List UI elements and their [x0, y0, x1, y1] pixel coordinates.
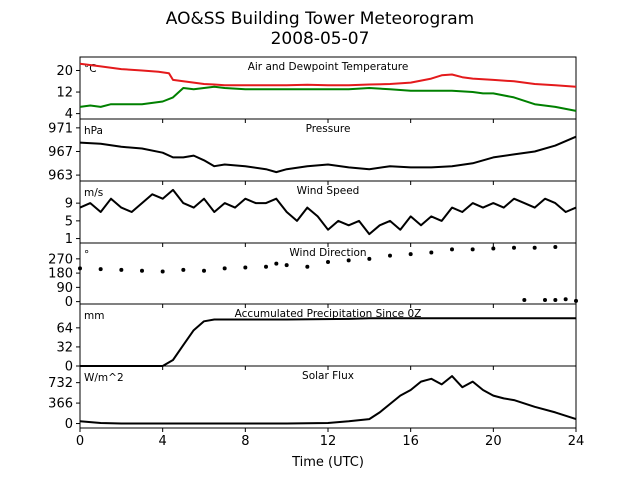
wind-direction-point — [181, 267, 186, 272]
wind-direction-point — [543, 298, 547, 303]
x-tick-label: 24 — [568, 434, 585, 449]
precipitation-panel-title: Accumulated Precipitation Since 0Z — [235, 308, 422, 320]
wind-direction-point — [160, 269, 165, 274]
solar-flux-y-tick-label: 366 — [48, 397, 73, 412]
wind-direction-point — [574, 298, 578, 303]
solar-flux-y-tick-label: 732 — [48, 376, 73, 391]
wind-direction-point — [429, 250, 434, 255]
precipitation-y-tick-label: 32 — [56, 340, 73, 355]
figure-subtitle: 2008-05-07 — [270, 29, 370, 49]
x-tick-label: 4 — [159, 434, 167, 449]
wind-direction-point — [388, 253, 392, 258]
wind-direction-point — [326, 260, 330, 265]
pressure-y-tick-label: 971 — [48, 121, 73, 136]
wind-direction-point — [553, 244, 558, 249]
temperature-y-tick-label: 12 — [56, 86, 73, 101]
wind-direction-point — [119, 267, 124, 272]
wind-speed-panel-title: Wind Speed — [297, 185, 360, 197]
x-tick-label: 8 — [241, 434, 249, 449]
wind-direction-point — [243, 265, 248, 270]
wind-direction-point — [202, 268, 206, 273]
temperature-series-line — [79, 62, 577, 88]
wind-direction-point — [140, 268, 144, 273]
pressure-unit-label: hPa — [84, 125, 103, 137]
wind-direction-y-tick-label: 180 — [48, 267, 73, 282]
wind-direction-point — [512, 245, 516, 250]
pressure-y-tick-label: 967 — [48, 145, 73, 160]
wind-speed-y-tick-label: 9 — [65, 197, 73, 212]
wind-speed-unit-label: m/s — [84, 187, 103, 199]
x-tick-label: 0 — [76, 434, 84, 449]
x-tick-label: 16 — [402, 434, 419, 449]
precipitation-y-tick-label: 0 — [65, 360, 73, 375]
pressure-y-tick-label: 963 — [48, 169, 73, 184]
temperature-panel-title: Air and Dewpoint Temperature — [248, 61, 409, 73]
wind-direction-y-tick-label: 0 — [65, 295, 73, 310]
wind-direction-point — [284, 263, 289, 268]
wind-direction-point — [408, 252, 413, 257]
pressure-series-line — [79, 135, 577, 174]
figure-title: AO&SS Building Tower Meteorogram — [165, 9, 475, 29]
temperature-series-line — [79, 85, 577, 112]
wind-direction-point — [305, 264, 310, 269]
wind-direction-point — [522, 298, 527, 303]
precipitation-series-line — [80, 317, 576, 367]
pressure-panel-title: Pressure — [306, 123, 351, 135]
wind-direction-point — [274, 261, 279, 266]
wind-speed-y-tick-label: 5 — [65, 214, 73, 229]
wind-direction-point — [470, 247, 475, 252]
solar-flux-unit-label: W/m^2 — [84, 372, 124, 384]
wind-direction-unit-label: ° — [84, 249, 89, 261]
precipitation-y-tick-label: 64 — [56, 321, 73, 336]
wind-speed-series-line — [79, 188, 577, 236]
x-tick-label: 12 — [320, 434, 337, 449]
x-axis-label: Time (UTC) — [291, 455, 364, 470]
temperature-y-tick-label: 4 — [65, 107, 73, 122]
wind-direction-y-tick-label: 270 — [48, 252, 73, 267]
wind-direction-panel-title: Wind Direction — [289, 247, 366, 259]
wind-direction-point — [222, 266, 227, 271]
solar-flux-panel-title: Solar Flux — [302, 370, 354, 382]
wind-direction-point — [78, 266, 82, 271]
wind-direction-point — [346, 258, 351, 263]
temperature-y-tick-label: 20 — [56, 64, 73, 79]
x-tick-label: 20 — [485, 434, 502, 449]
solar-flux-series-line — [79, 375, 577, 425]
wind-direction-y-tick-label: 90 — [56, 281, 73, 296]
wind-direction-point — [450, 247, 454, 252]
wind-direction-point — [264, 264, 268, 269]
wind-direction-point — [553, 298, 558, 303]
solar-flux-y-tick-label: 0 — [65, 417, 73, 432]
wind-direction-point — [532, 245, 537, 250]
wind-direction-point — [98, 267, 103, 272]
wind-direction-point — [491, 246, 496, 251]
precipitation-unit-label: mm — [84, 310, 104, 322]
wind-direction-point — [563, 297, 568, 302]
wind-speed-y-tick-label: 1 — [65, 232, 73, 247]
wind-direction-point — [367, 256, 372, 261]
